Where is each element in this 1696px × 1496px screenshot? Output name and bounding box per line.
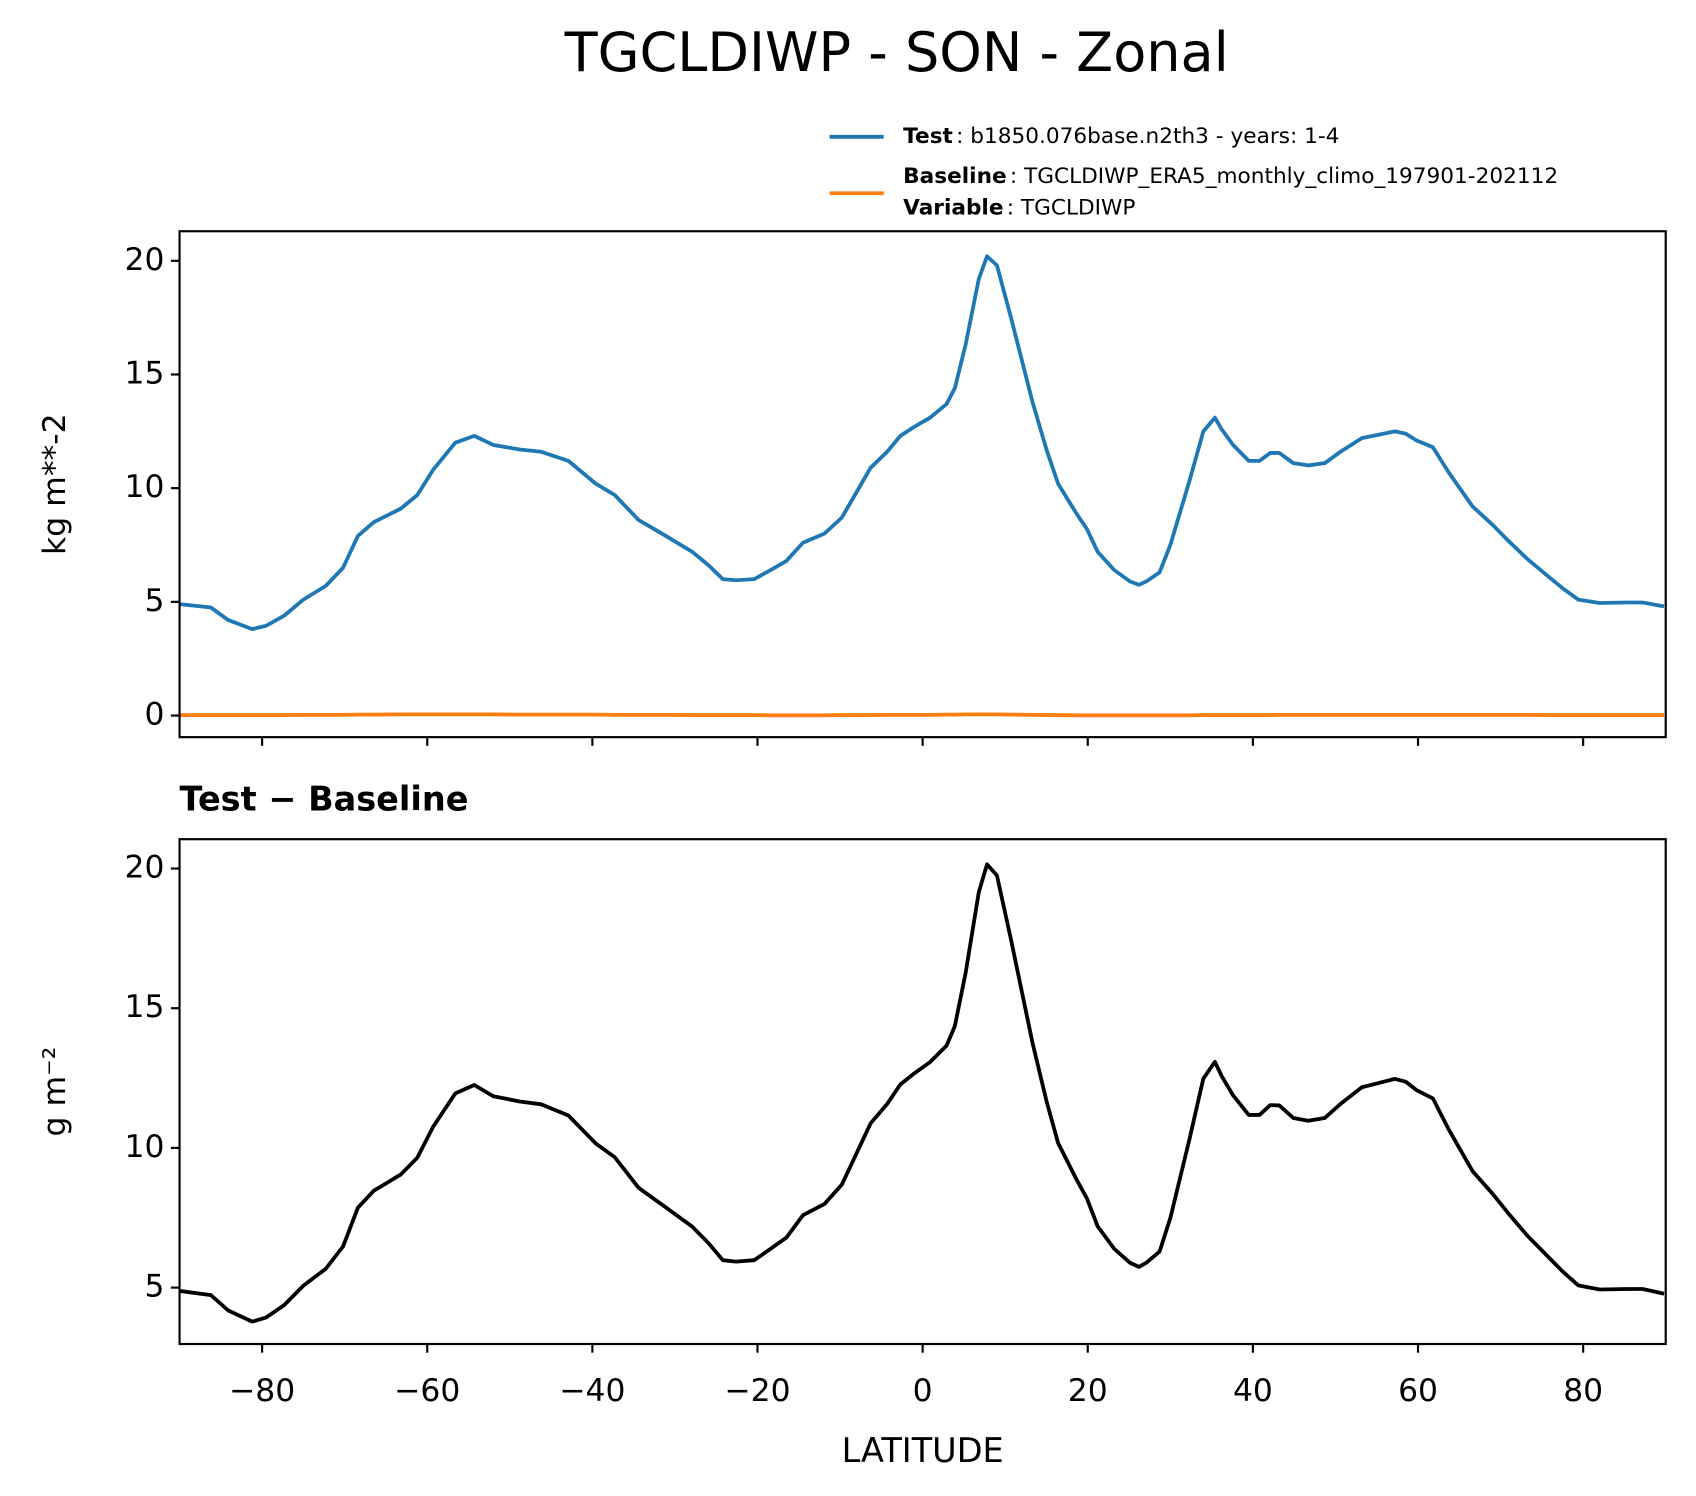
data-line [179,254,1665,632]
legend-label: Baseline [903,164,1006,189]
y-tick-label: 10 [125,1129,165,1165]
y-tick-label: 15 [125,989,165,1025]
data-line [179,712,1665,718]
y-tick-label: 20 [125,849,165,885]
y-tick-label: 5 [144,1269,164,1305]
y-tick-label: 15 [125,355,165,391]
x-tick-label: −60 [394,1373,460,1409]
y-tick-label: 20 [125,242,165,278]
x-tick-label: −80 [229,1373,295,1409]
legend-detail: : b1850.076base.n2th3 - years: 1-4 [956,124,1339,149]
x-tick-label: 20 [1068,1373,1108,1409]
x-axis-label: LATITUDE [842,1431,1004,1470]
x-tick-label: 0 [913,1373,933,1409]
x-tick-label: −40 [559,1373,625,1409]
data-line [179,862,1665,1324]
x-tick-label: 80 [1563,1373,1603,1409]
x-tick-label: 60 [1398,1373,1438,1409]
legend-label: Test [903,124,953,149]
figure-title: TGCLDIWP - SON - Zonal [564,21,1229,84]
y-tick-label: 10 [125,469,165,505]
y-tick-label: 5 [144,583,164,619]
legend-detail: : TGCLDIWP [1007,195,1136,220]
x-tick-label: −20 [724,1373,790,1409]
y-axis-label: g m⁻² [37,1047,73,1137]
y-tick-label: 0 [144,697,164,733]
y-axis-label: kg m**-2 [37,413,73,555]
x-tick-label: 40 [1233,1373,1273,1409]
legend-label: Variable [903,195,1003,220]
axes-title: Test − Baseline [180,780,469,819]
legend-detail: : TGCLDIWP_ERA5_monthly_climo_197901-202… [1010,164,1558,189]
